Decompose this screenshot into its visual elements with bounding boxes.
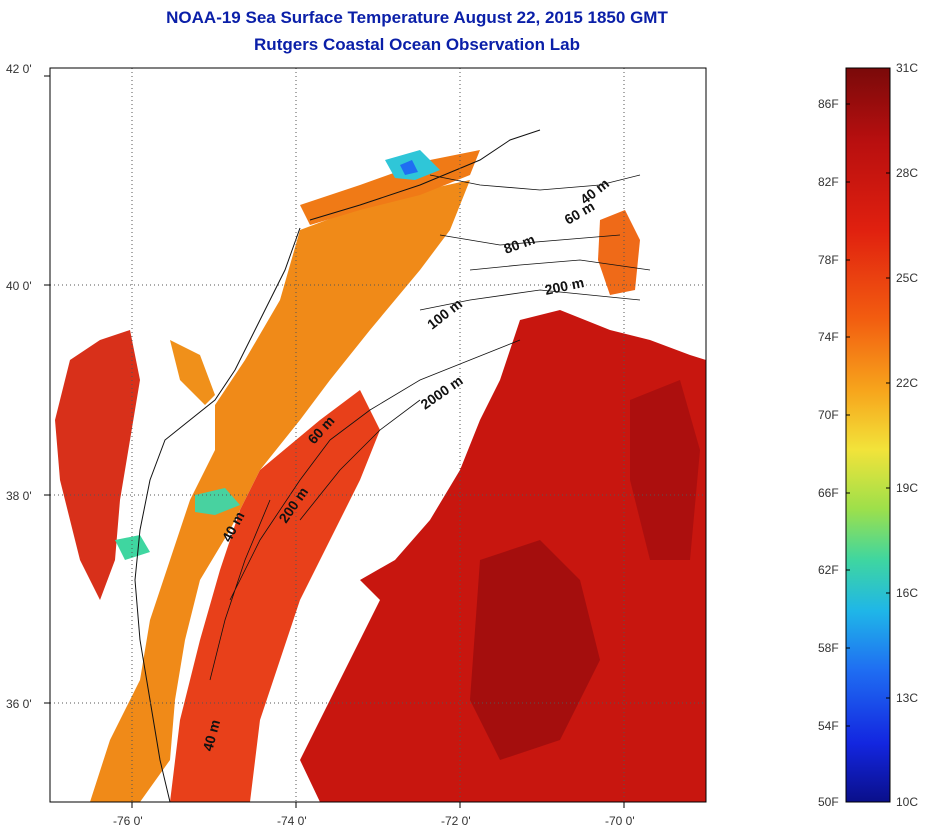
- chesapeake-bay: [55, 330, 140, 600]
- contour-label-40m-south: 40 m: [199, 718, 223, 753]
- lat-label-40: 40 0': [6, 279, 32, 293]
- lon-label-74: -74 0': [277, 814, 307, 828]
- delaware-bay: [170, 340, 215, 405]
- map-frame: [49, 67, 707, 803]
- colorbar-celsius-label: 16C: [896, 586, 918, 600]
- graticule: [50, 68, 706, 802]
- colorbar-fahrenheit-label: 62F: [818, 563, 839, 577]
- lat-label-42: 42 0': [6, 62, 32, 76]
- lon-label-76: -76 0': [113, 814, 143, 828]
- sst-data-layer: [55, 129, 706, 802]
- lat-label-36: 36 0': [6, 697, 32, 711]
- offshore-dark-patch-east: [630, 380, 700, 560]
- shelf-red-band: [170, 390, 380, 802]
- colorbar-fahrenheit-label: 58F: [818, 641, 839, 655]
- colorbar-celsius-label: 13C: [896, 691, 918, 705]
- colorbar-celsius-label: 31C: [896, 61, 918, 75]
- colorbar-fahrenheit-label: 86F: [818, 97, 839, 111]
- colorbar-celsius-label: 19C: [896, 481, 918, 495]
- lon-label-72: -72 0': [441, 814, 471, 828]
- offshore-dark-core: [470, 540, 600, 760]
- coastline: [134, 129, 541, 802]
- colorbar-fahrenheit-label: 54F: [818, 719, 839, 733]
- bathymetry-contours: [209, 174, 651, 681]
- colorbar-fahrenheit-label: 78F: [818, 253, 839, 267]
- colorbar-celsius-label: 28C: [896, 166, 918, 180]
- cool-coastal-patch-va: [115, 535, 150, 560]
- colorbar: [845, 67, 891, 803]
- tick-marks: [44, 75, 625, 808]
- shelf-water: [90, 180, 470, 802]
- map-subtitle: Rutgers Coastal Ocean Observation Lab: [254, 35, 580, 54]
- map-title: NOAA-19 Sea Surface Temperature August 2…: [166, 8, 668, 27]
- colorbar-celsius-label: 10C: [896, 795, 918, 809]
- colorbar-celsius-label: 22C: [896, 376, 918, 390]
- lon-label-70: -70 0': [605, 814, 635, 828]
- colorbar-fahrenheit-label: 70F: [818, 408, 839, 422]
- colorbar-fahrenheit-label: 66F: [818, 486, 839, 500]
- colorbar-fahrenheit-label: 74F: [818, 330, 839, 344]
- cape-cod-water: [598, 210, 640, 295]
- lat-label-38: 38 0': [6, 489, 32, 503]
- colorbar-labels: 86F 82F 78F 74F 70F 66F 62F 58F 54F 50F 31C 28C 25C 2…: [818, 61, 918, 809]
- colorbar-fahrenheit-label: 50F: [818, 795, 839, 809]
- cool-coastal-patch-blue: [400, 160, 418, 175]
- colorbar-fahrenheit-label: 82F: [818, 175, 839, 189]
- colorbar-celsius-label: 25C: [896, 271, 918, 285]
